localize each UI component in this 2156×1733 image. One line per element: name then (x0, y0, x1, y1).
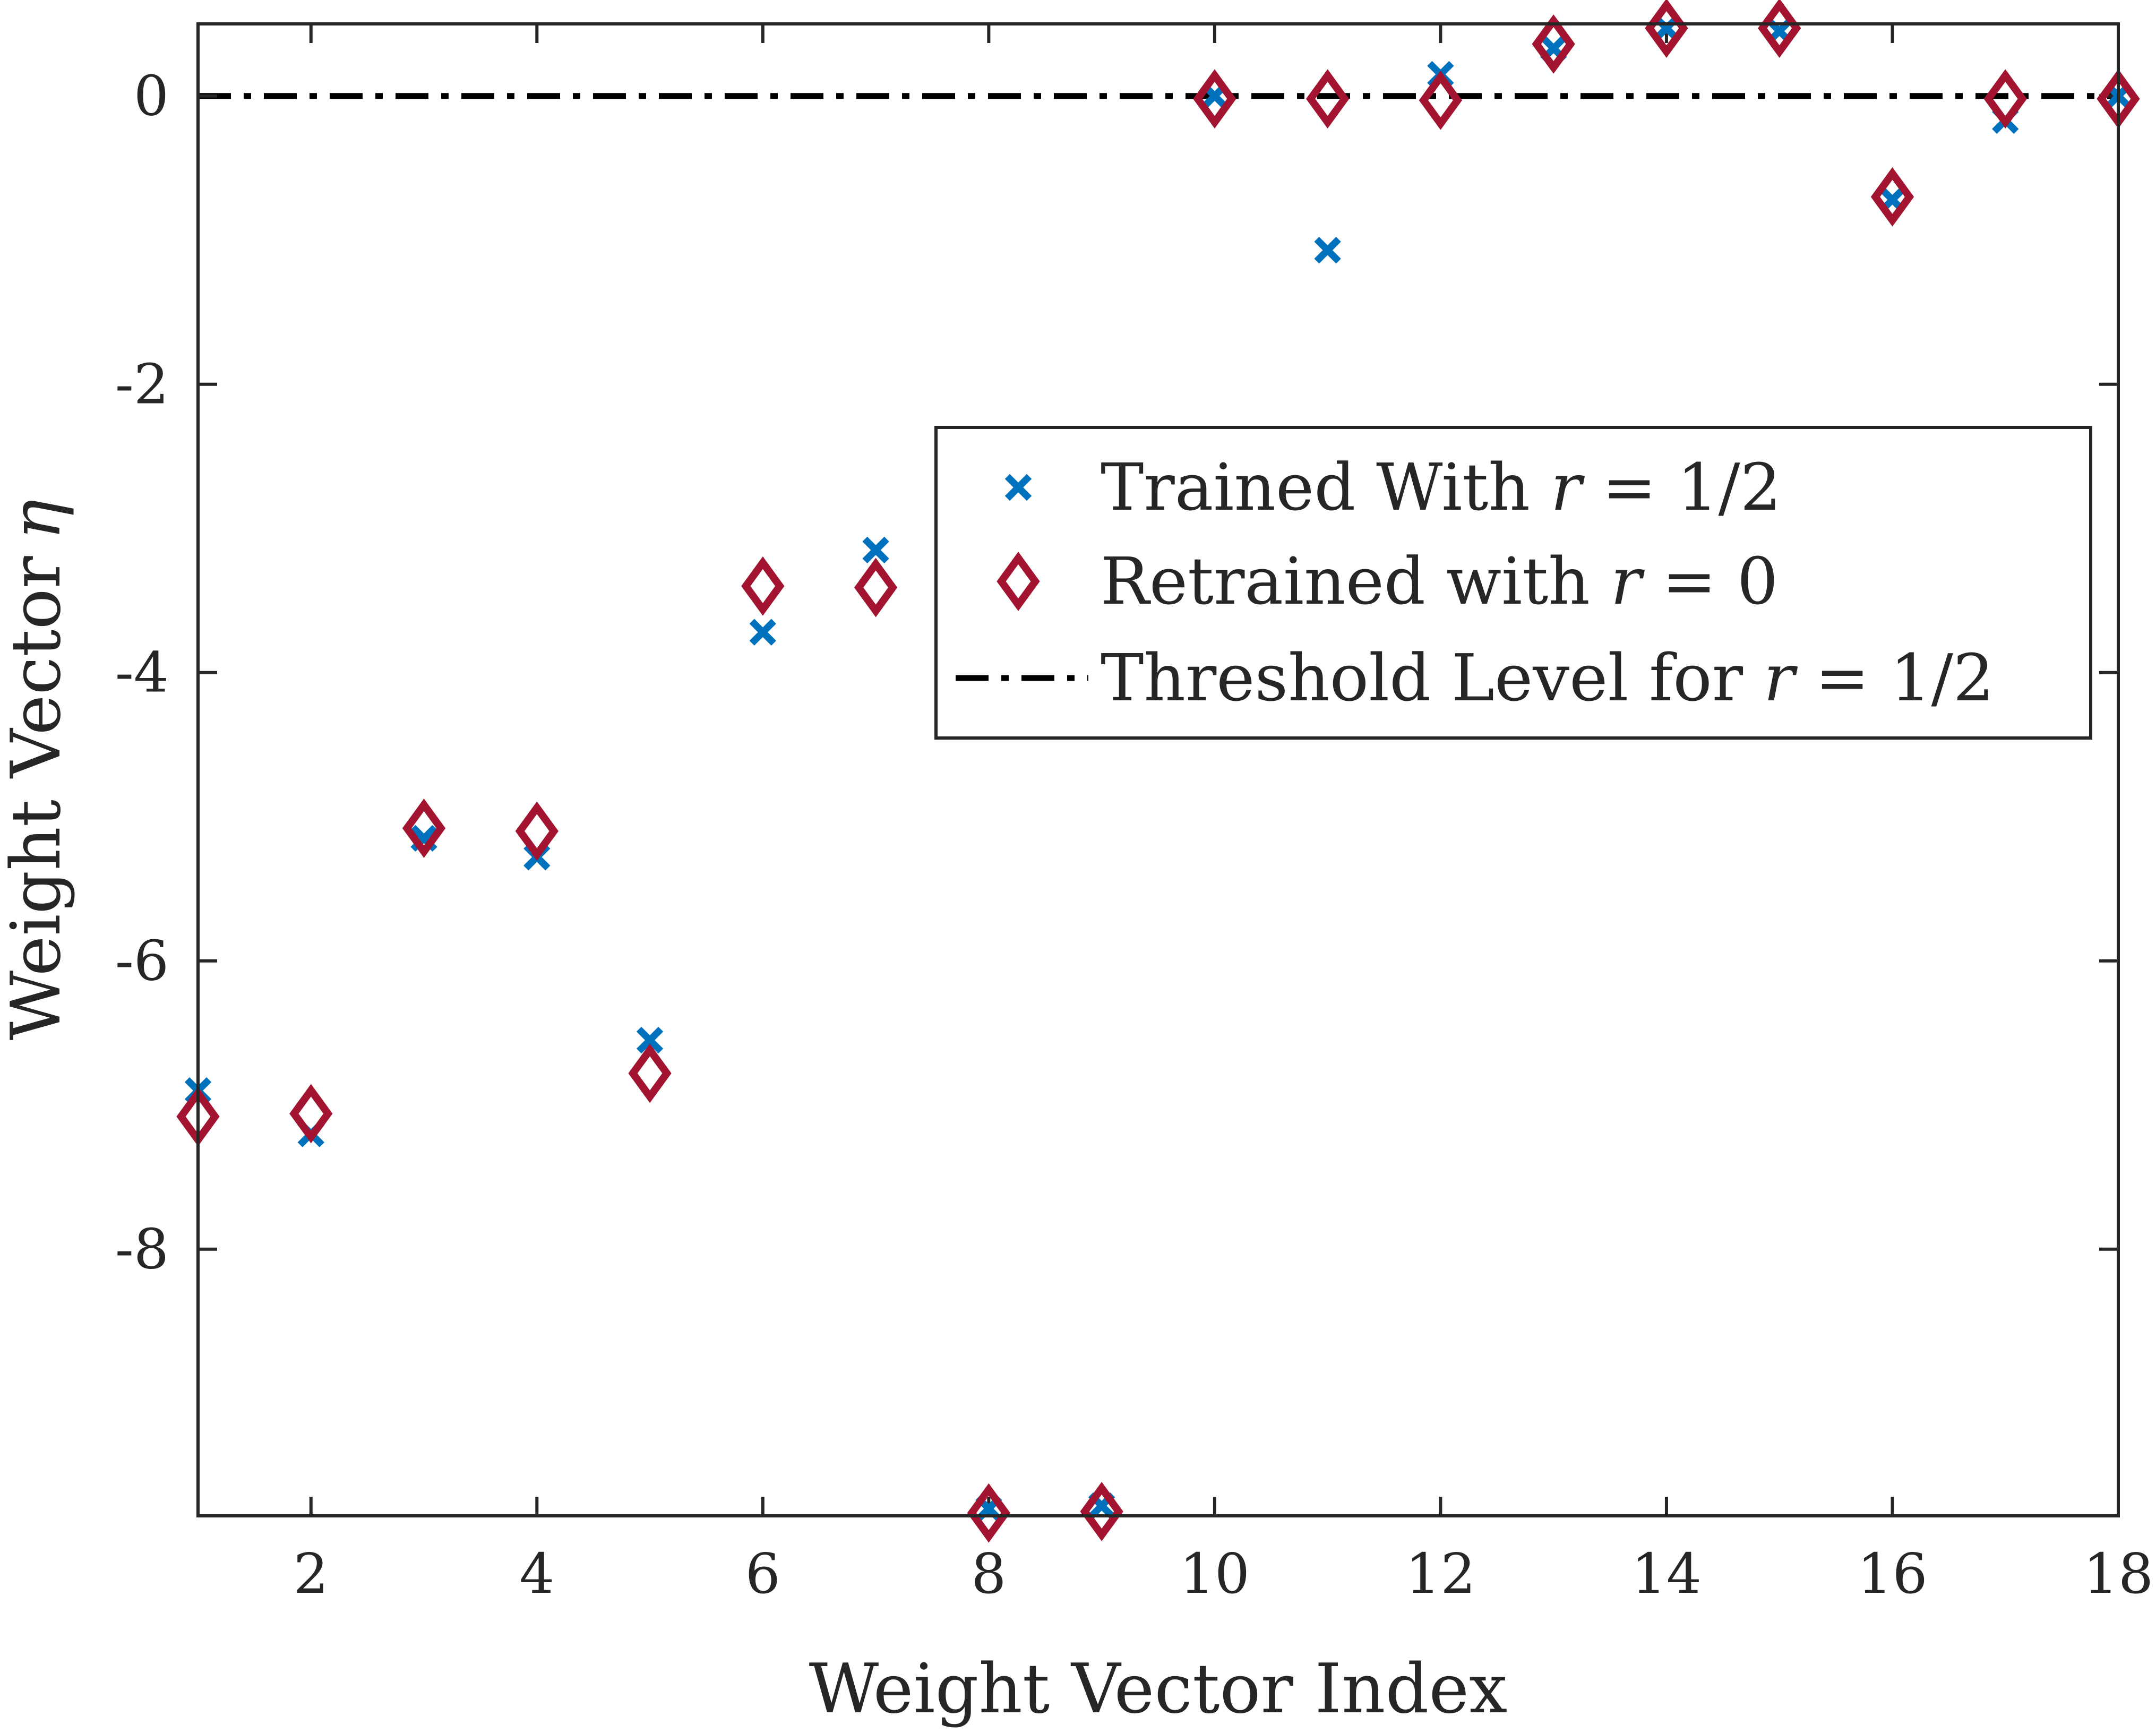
y-axis-title-text: Weight Vector (0, 555, 76, 1040)
data-point-retrained (1532, 14, 1575, 74)
legend-label-suffix: = 1/2 (1582, 450, 1781, 525)
plot-frame (196, 22, 2120, 1517)
data-point-retrained (1419, 70, 1463, 130)
y-axis-title: Weight Vector η (0, 500, 76, 1041)
y-tick-label: -4 (115, 640, 169, 705)
y-tick-label: 0 (134, 64, 169, 128)
data-point-retrained (1983, 69, 2027, 129)
legend-label-prefix: Retrained with (1101, 544, 1611, 619)
x-tick-label: 6 (745, 1541, 780, 1606)
y-tick-label: -8 (115, 1217, 169, 1282)
legend-symbol-trained (1004, 474, 1032, 501)
legend-label-suffix: = 1/2 (1794, 640, 1994, 716)
data-point-trained (749, 619, 777, 646)
data-point-trained (636, 1026, 664, 1054)
x-tick-label: 18 (2083, 1541, 2153, 1606)
legend-label: Threshold Level for r = 1/2 (1101, 640, 1994, 716)
data-point-retrained (628, 1043, 672, 1103)
legend-label-suffix: = 0 (1642, 544, 1778, 619)
data-point-retrained (741, 556, 785, 616)
data-point-trained (1314, 237, 1341, 264)
legend-label: Trained With r = 1/2 (1101, 450, 1781, 525)
legend-box (934, 426, 2092, 740)
data-point-retrained (515, 801, 559, 861)
legend-label-prefix: Threshold Level for (1101, 640, 1764, 716)
x-tick-label: 2 (294, 1541, 329, 1606)
legend-label-prefix: Trained With (1101, 450, 1551, 525)
data-point-retrained (1758, 0, 1801, 58)
y-tick-label: -2 (115, 352, 169, 417)
data-point-retrained (1193, 69, 1236, 129)
x-tick-label: 14 (1631, 1541, 1702, 1606)
x-axis-title: Weight Vector Index (809, 1650, 1508, 1729)
legend-label-variable: r (1764, 640, 1798, 716)
legend-label-variable: r (1551, 450, 1585, 525)
data-point-trained (1879, 186, 1906, 213)
data-point-retrained (289, 1084, 333, 1144)
x-tick-label: 4 (519, 1541, 554, 1606)
tick-labels-layer: 2 4 6 8 10 12 14 16 18 0 -2 -4 -6 -8 (115, 64, 2153, 1606)
data-point-trained (862, 536, 889, 564)
x-tick-label: 12 (1405, 1541, 1475, 1606)
data-point-retrained (1305, 69, 1350, 129)
data-point-retrained (854, 557, 898, 617)
legend-label-variable: r (1611, 544, 1645, 619)
data-point-retrained (1080, 1481, 1123, 1541)
data-point-retrained (967, 1483, 1011, 1543)
y-tick-label: -6 (115, 929, 169, 993)
x-tick-label: 16 (1857, 1541, 1927, 1606)
x-tick-label: 8 (971, 1541, 1006, 1606)
data-point-retrained (1645, 0, 1688, 58)
y-axis-title-symbol: η (0, 500, 76, 541)
legend-label: Retrained with r = 0 (1101, 544, 1778, 619)
data-point-retrained (1870, 167, 1914, 227)
legend-symbol-retrained (997, 552, 1040, 611)
data-point-retrained (402, 799, 446, 858)
markers-layer (176, 0, 2140, 1543)
data-point-trained (1201, 82, 1229, 109)
x-tick-label: 10 (1180, 1541, 1250, 1606)
